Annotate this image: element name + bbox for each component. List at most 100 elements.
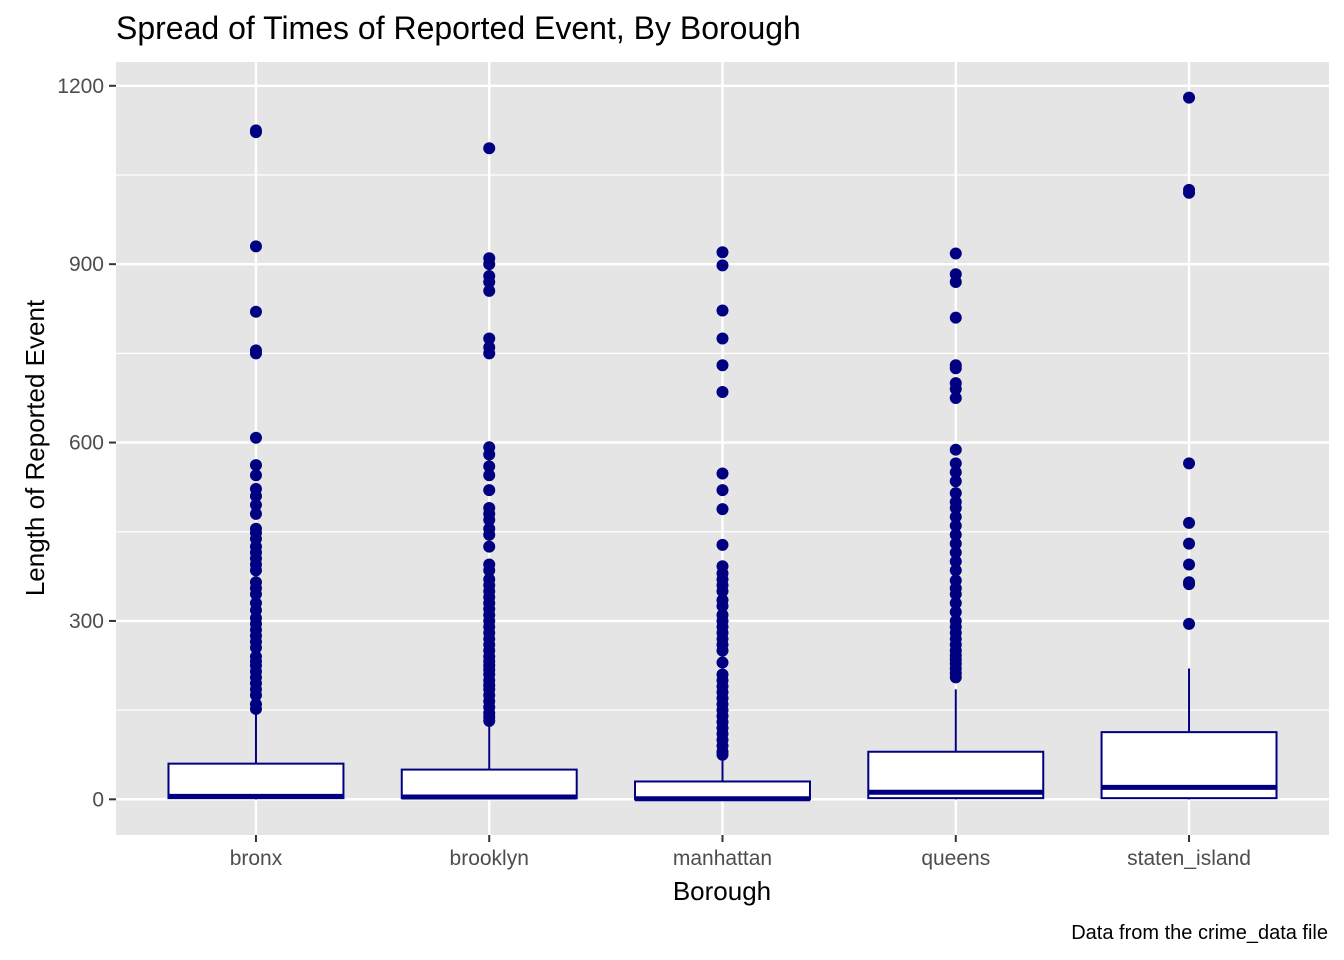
boxplot-brooklyn [400, 142, 578, 800]
outlier-point [483, 714, 496, 727]
outlier-point [483, 332, 496, 345]
outlier-point [949, 383, 962, 396]
outlier-point [483, 347, 496, 360]
boxplot-staten_island [1100, 91, 1278, 800]
outlier-point [483, 528, 496, 541]
chart-title: Spread of Times of Reported Event, By Bo… [116, 10, 801, 46]
outlier-point [483, 276, 496, 289]
y-tick-label: 1200 [57, 75, 104, 98]
outlier-point [483, 564, 496, 577]
caption: Data from the crime_data file [1071, 922, 1328, 944]
outlier-point [716, 585, 729, 598]
x-tick-label: staten_island [1127, 847, 1251, 870]
outlier-point [949, 537, 962, 550]
outlier-point [949, 466, 962, 479]
outlier-point [716, 386, 729, 399]
outlier-point [949, 443, 962, 456]
outlier-point [249, 240, 262, 253]
outlier-point [716, 246, 729, 259]
outlier-point [949, 555, 962, 568]
x-tick-label: manhattan [673, 847, 772, 870]
outlier-point [949, 597, 962, 610]
y-axis-title: Length of Reported Event [20, 299, 50, 596]
outlier-point [483, 540, 496, 553]
outlier-point [716, 748, 729, 761]
outlier-point [249, 588, 262, 601]
outlier-point [1183, 457, 1196, 470]
x-axis-title: Borough [673, 876, 771, 906]
outlier-point [949, 247, 962, 260]
outlier-point [949, 546, 962, 559]
outlier-point [249, 469, 262, 482]
y-tick-label: 900 [69, 253, 104, 276]
outlier-point [249, 702, 262, 715]
x-tick-label: brooklyn [450, 847, 529, 870]
y-tick-label: 600 [69, 432, 104, 455]
outlier-point [483, 469, 496, 482]
y-tick-label: 0 [92, 788, 104, 811]
outlier-point [483, 258, 496, 271]
x-tick-label: queens [921, 847, 990, 870]
outlier-point [716, 503, 729, 516]
outlier-point [249, 564, 262, 577]
outlier-point [949, 362, 962, 375]
outlier-point [249, 498, 262, 511]
outlier-point [249, 459, 262, 472]
outlier-point [716, 359, 729, 372]
y-tick-label: 300 [69, 610, 104, 633]
outlier-point [949, 276, 962, 289]
outlier-point [1183, 617, 1196, 630]
outlier-point [1183, 558, 1196, 571]
outlier-point [483, 142, 496, 155]
outlier-point [949, 606, 962, 619]
outlier-point [1183, 537, 1196, 550]
outlier-point [949, 519, 962, 532]
outlier-point [716, 332, 729, 345]
outlier-point [949, 391, 962, 404]
outlier-point [716, 538, 729, 551]
x-tick-label: bronx [230, 847, 283, 870]
outlier-point [949, 311, 962, 324]
outlier-point [949, 501, 962, 514]
outlier-point [1183, 516, 1196, 529]
outlier-point [483, 513, 496, 526]
boxplot-queens [867, 247, 1045, 800]
outlier-point [949, 487, 962, 500]
outlier-point [249, 689, 262, 702]
outlier-point [949, 671, 962, 684]
box [167, 762, 345, 800]
outlier-point [249, 305, 262, 318]
x-axis: bronx brooklyn manhattan queens staten_islan… [230, 835, 1251, 870]
boxplot-bronx [167, 124, 345, 800]
outlier-point [1183, 578, 1196, 591]
outlier-point [249, 641, 262, 654]
outlier-point [949, 475, 962, 488]
boxplots [167, 91, 1278, 802]
y-axis: 0 300 600 900 1200 [57, 75, 116, 811]
box [400, 768, 578, 800]
outlier-point [716, 644, 729, 657]
outlier-point [483, 460, 496, 473]
outlier-point [949, 588, 962, 601]
outlier-point [716, 467, 729, 480]
outlier-point [716, 656, 729, 669]
boxplot-manhattan [634, 246, 811, 802]
outlier-point [716, 259, 729, 272]
outlier-point [249, 490, 262, 503]
outlier-point [483, 284, 496, 297]
outlier-point [949, 510, 962, 523]
outlier-point [1183, 91, 1196, 104]
outlier-point [716, 304, 729, 317]
outlier-point [249, 126, 262, 139]
outlier-point [1183, 186, 1196, 199]
outlier-point [716, 600, 729, 613]
outlier-point [483, 448, 496, 461]
outlier-point [483, 484, 496, 497]
outlier-point [249, 347, 262, 360]
outlier-point [949, 564, 962, 577]
outlier-point [716, 484, 729, 497]
outlier-point [949, 528, 962, 541]
outlier-point [949, 457, 962, 470]
outlier-point [249, 507, 262, 520]
